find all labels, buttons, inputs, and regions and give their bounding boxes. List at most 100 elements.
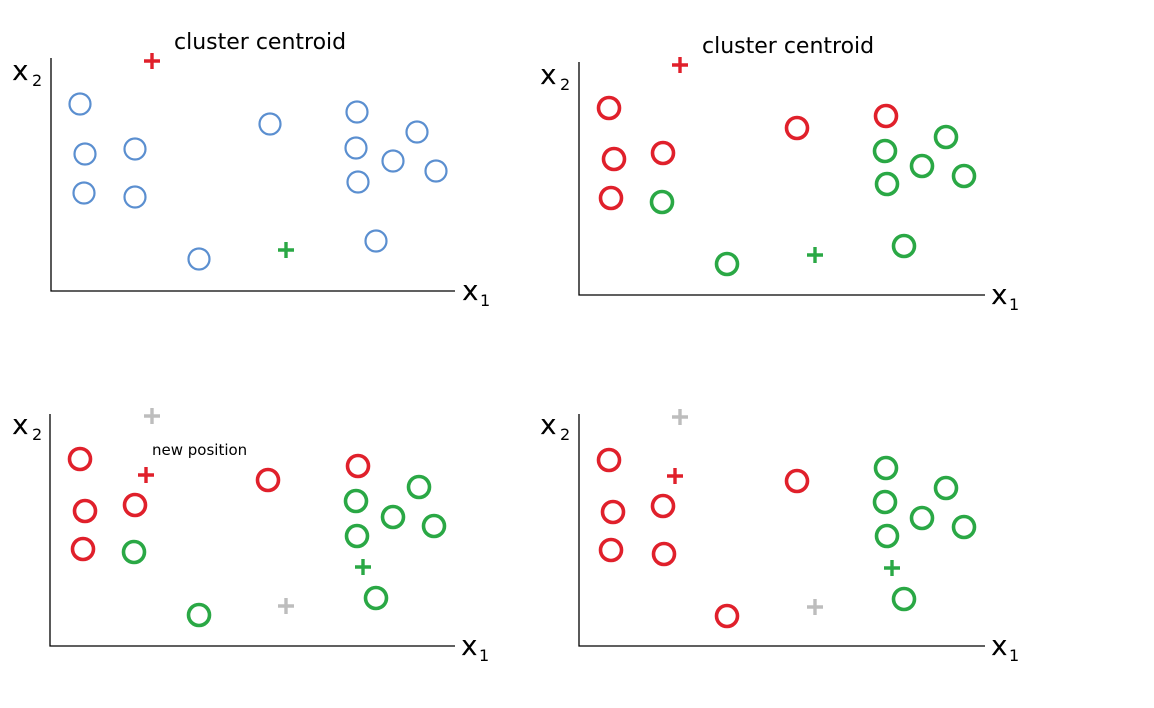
panel-1-data-point-8 bbox=[345, 100, 369, 124]
panel-4-marks bbox=[596, 409, 977, 629]
panel-2-data-point-4 bbox=[650, 140, 676, 166]
panel-2-data-point-3 bbox=[598, 185, 624, 211]
panel-4-centroid-gray-1 bbox=[672, 409, 688, 425]
panel-2-x-label: x bbox=[991, 278, 1008, 311]
panel-2-x-sub: 1 bbox=[1009, 295, 1019, 314]
panel-2-data-point-12 bbox=[951, 163, 977, 189]
panel-4-y-sub: 2 bbox=[560, 425, 570, 444]
panel-4-data-point-7 bbox=[784, 468, 810, 494]
panel-3-y-sub: 2 bbox=[32, 425, 42, 444]
panel-4-axis-lines bbox=[578, 414, 985, 647]
panel-3-centroid-gray-1 bbox=[144, 408, 160, 424]
panel-4-data-point-13 bbox=[874, 523, 900, 549]
panel-3-centroid-green-4 bbox=[355, 559, 371, 575]
panel-4-data-point-6 bbox=[714, 603, 740, 629]
panel-2-y-label: x bbox=[540, 58, 557, 91]
panel-4-data-point-10 bbox=[909, 505, 935, 531]
panel-1-x-sub: 1 bbox=[480, 291, 490, 310]
panel-1-y-sub: 2 bbox=[32, 71, 42, 90]
panel-2-data-point-13 bbox=[874, 171, 900, 197]
panel-3-data-point-5 bbox=[121, 539, 147, 565]
panel-4-axes: x 2 x 1 bbox=[540, 408, 1019, 665]
panel-3-data-point-8 bbox=[345, 453, 371, 479]
panel-4-data-point-2 bbox=[600, 499, 626, 525]
panel-3-marks bbox=[67, 408, 447, 628]
panel-4-centroid-gray-2 bbox=[807, 599, 823, 615]
panel-3-data-point-12 bbox=[421, 513, 447, 539]
panel-4-data-point-8 bbox=[873, 455, 899, 481]
panel-3-x-label: x bbox=[461, 629, 478, 662]
panel-1-data-point-10 bbox=[381, 149, 405, 173]
panel-1-data-point-3 bbox=[72, 181, 96, 205]
panel-4-data-point-14 bbox=[891, 586, 917, 612]
panel-4-data-point-4 bbox=[650, 493, 676, 519]
panel-2-data-point-9 bbox=[872, 138, 898, 164]
panel-1-centroid-red-1 bbox=[144, 53, 160, 69]
panel-2-data-point-14 bbox=[891, 233, 917, 259]
panel-2-centroid-green-2 bbox=[807, 247, 823, 263]
panel-1-axis-lines bbox=[50, 58, 455, 292]
panel-1-caption: cluster centroid bbox=[174, 30, 346, 55]
cluster-marks bbox=[67, 53, 977, 629]
panel-1-data-point-6 bbox=[187, 247, 211, 271]
panel-1-data-point-12 bbox=[424, 159, 448, 183]
panel-2-data-point-10 bbox=[909, 153, 935, 179]
panel-2-axes: x 2 x 1 cluster centroid bbox=[540, 34, 1019, 314]
panel-3-data-point-2 bbox=[72, 498, 98, 524]
panel-4-x-sub: 1 bbox=[1009, 646, 1019, 665]
panel-1-data-point-14 bbox=[364, 229, 388, 253]
panel-1-data-point-1 bbox=[68, 92, 92, 116]
panel-4-data-point-11 bbox=[933, 475, 959, 501]
panel-3-data-point-13 bbox=[344, 523, 370, 549]
panel-3-data-point-1 bbox=[67, 446, 93, 472]
panel-2-data-point-2 bbox=[601, 146, 627, 172]
panel-1-data-point-11 bbox=[405, 120, 429, 144]
panel-3-data-point-10 bbox=[380, 504, 406, 530]
panel-1-centroid-green-2 bbox=[278, 242, 294, 258]
panel-4-x-label: x bbox=[991, 629, 1008, 662]
panel-4-data-point-9 bbox=[872, 489, 898, 515]
panel-2-data-point-6 bbox=[714, 251, 740, 277]
panel-3-centroid-red-3 bbox=[138, 467, 154, 483]
panel-3-axes: x 2 x 1 new position bbox=[12, 408, 489, 665]
panel-4-data-point-1 bbox=[596, 447, 622, 473]
panel-2-marks bbox=[596, 57, 977, 277]
panel-2-data-point-7 bbox=[784, 115, 810, 141]
panel-3-data-point-6 bbox=[186, 602, 212, 628]
panel-1-data-point-13 bbox=[346, 170, 370, 194]
panel-2-centroid-red-1 bbox=[672, 57, 688, 73]
panel-1-data-point-5 bbox=[123, 185, 147, 209]
panel-3-caption: new position bbox=[152, 441, 247, 459]
panel-2-caption: cluster centroid bbox=[702, 34, 874, 59]
panel-1-data-point-4 bbox=[123, 137, 147, 161]
panel-4-y-label: x bbox=[540, 408, 557, 441]
panel-1-marks bbox=[68, 53, 448, 271]
panel-3-data-point-7 bbox=[255, 467, 281, 493]
panel-1-x-label: x bbox=[462, 274, 479, 307]
panel-1-data-point-2 bbox=[73, 142, 97, 166]
panel-4-data-point-3 bbox=[598, 537, 624, 563]
panel-3-x-sub: 1 bbox=[479, 646, 489, 665]
panel-1-data-point-9 bbox=[344, 136, 368, 160]
panel-2-axis-lines bbox=[578, 62, 985, 296]
panel-2-y-sub: 2 bbox=[560, 75, 570, 94]
panel-4-data-point-5 bbox=[651, 541, 677, 567]
panel-4-centroid-green-4 bbox=[884, 560, 900, 576]
panel-1-y-label: x bbox=[12, 54, 29, 87]
panel-3-axis-lines bbox=[49, 414, 455, 647]
panel-3-data-point-4 bbox=[122, 492, 148, 518]
panel-1-axes: x 2 x 1 cluster centroid bbox=[12, 30, 490, 310]
panel-3-y-label: x bbox=[12, 408, 29, 441]
panel-4-data-point-12 bbox=[951, 514, 977, 540]
panel-2-data-point-1 bbox=[596, 95, 622, 121]
panel-3-data-point-9 bbox=[343, 488, 369, 514]
panel-2-data-point-5 bbox=[649, 189, 675, 215]
panel-3-data-point-3 bbox=[70, 536, 96, 562]
panel-3-data-point-11 bbox=[406, 474, 432, 500]
panel-2-data-point-8 bbox=[873, 103, 899, 129]
panel-3-centroid-gray-2 bbox=[278, 598, 294, 614]
panel-1-data-point-7 bbox=[258, 112, 282, 136]
panel-3-data-point-14 bbox=[363, 585, 389, 611]
panel-2-data-point-11 bbox=[933, 124, 959, 150]
